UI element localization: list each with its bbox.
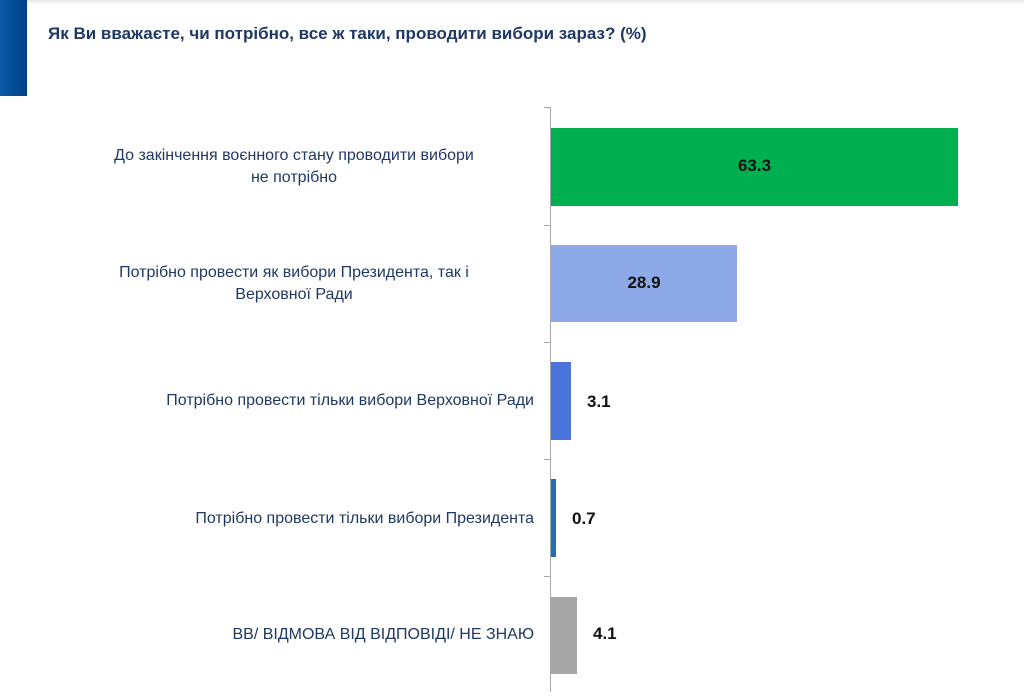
top-border xyxy=(0,0,1024,4)
brand-stripe xyxy=(0,0,27,96)
value-label: 0.7 xyxy=(572,509,596,528)
axis-tick xyxy=(544,107,551,108)
bar-no-elections xyxy=(551,128,958,206)
value-label: 28.9 xyxy=(627,273,661,292)
chart-title: Як Ви вважаєте, чи потрібно, все ж таки,… xyxy=(48,24,647,43)
category-label: Потрібно провести тільки вибори Президен… xyxy=(54,508,534,530)
value-label: 4.1 xyxy=(593,624,617,643)
category-axis xyxy=(550,107,551,692)
label-line: До закінчення воєнного стану проводити в… xyxy=(114,147,474,164)
label-line: Потрібно провести тільки вибори Верховно… xyxy=(166,392,534,409)
category-label: ВВ/ ВІДМОВА ВІД ВІДПОВІДІ/ НЕ ЗНАЮ xyxy=(54,624,534,646)
label-line: не потрібно xyxy=(250,169,338,186)
bar-parliament-only xyxy=(551,362,571,440)
axis-tick xyxy=(544,576,551,577)
value-label: 63.3 xyxy=(737,156,772,175)
bar-both-elections xyxy=(551,245,737,322)
axis-tick xyxy=(544,342,551,343)
axis-tick xyxy=(544,459,551,460)
category-label: До закінчення воєнного стану проводити в… xyxy=(54,145,534,189)
label-line: Потрібно провести тільки вибори Президен… xyxy=(195,510,534,527)
axis-tick xyxy=(544,225,551,226)
bar-dont-know xyxy=(551,597,577,674)
label-line: Потрібно провести як вибори Президента, … xyxy=(119,264,469,281)
value-label: 3.1 xyxy=(587,392,611,411)
category-label: Потрібно провести як вибори Президента, … xyxy=(54,262,534,306)
category-label: Потрібно провести тільки вибори Верховно… xyxy=(54,390,534,412)
label-line: Верховної Ради xyxy=(235,286,353,303)
bar-president-only xyxy=(551,479,556,557)
label-line: ВВ/ ВІДМОВА ВІД ВІДПОВІДІ/ НЕ ЗНАЮ xyxy=(232,626,534,643)
